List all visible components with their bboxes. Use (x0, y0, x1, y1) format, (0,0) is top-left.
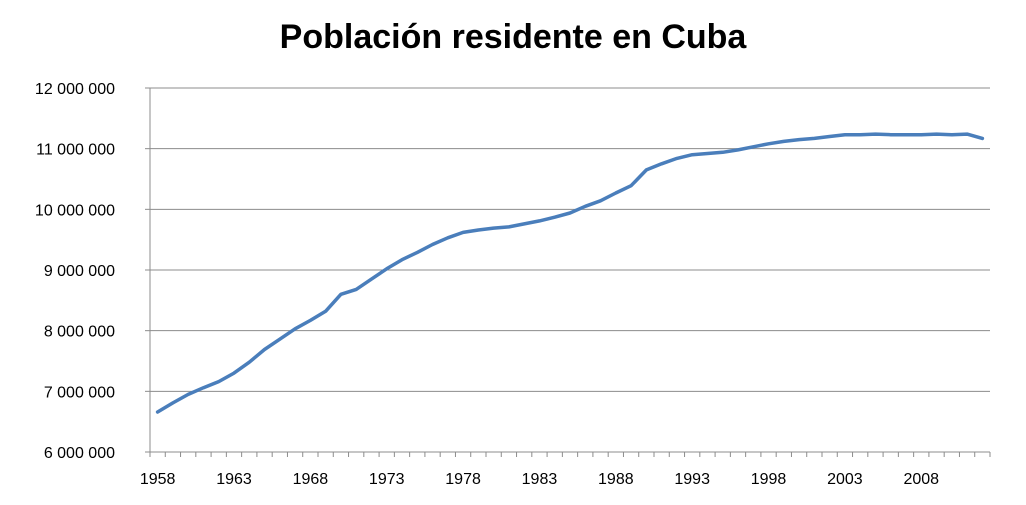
x-tick-label: 1963 (216, 471, 252, 488)
y-tick-label: 6 000 000 (44, 445, 115, 462)
x-tick-label: 1998 (751, 471, 787, 488)
y-tick-label: 8 000 000 (44, 324, 115, 341)
x-tick-label: 2003 (827, 471, 863, 488)
y-tick-label: 11 000 000 (36, 142, 115, 159)
series-line (155, 132, 985, 414)
x-tick-label: 1993 (674, 471, 710, 488)
x-tick-label: 1988 (598, 471, 634, 488)
y-tick-label: 7 000 000 (44, 384, 115, 401)
y-tick-label: 10 000 000 (35, 202, 115, 219)
x-tick-label: 1978 (445, 471, 481, 488)
x-tick-label: 1983 (522, 471, 558, 488)
x-tick-label: 1968 (293, 471, 329, 488)
x-tick-label: 1973 (369, 471, 405, 488)
chart-title: Población residente en Cuba (279, 18, 747, 56)
y-tick-label: 9 000 000 (44, 263, 115, 280)
y-tick-label: 12 000 000 (35, 81, 115, 98)
x-tick-label: 2008 (903, 471, 939, 488)
x-tick-label: 1958 (140, 471, 176, 488)
